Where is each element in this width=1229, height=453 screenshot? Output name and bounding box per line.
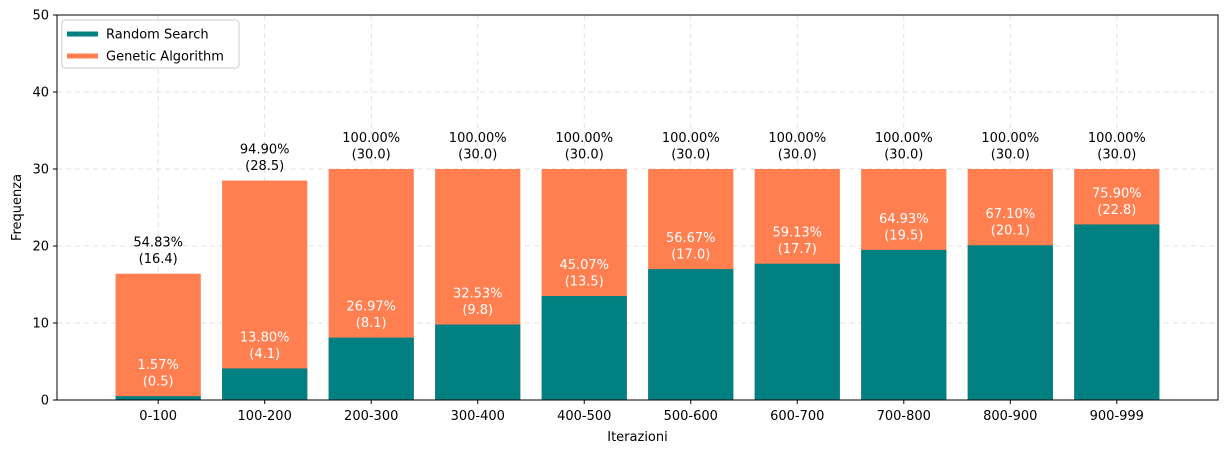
data-label-genetic-algorithm: 94.90% (28.5) xyxy=(240,143,290,175)
bar-random-search xyxy=(861,249,947,400)
data-label-random-search: 32.53% (9.8) xyxy=(453,286,503,318)
data-label-random-search: 59.13% (17.7) xyxy=(772,226,822,257)
x-axis-title: Iterazioni xyxy=(607,430,667,445)
y-tick-label: 10 xyxy=(32,317,49,332)
data-label-genetic-algorithm: 100.00% (30.0) xyxy=(449,131,507,163)
x-tick-label: 700-800 xyxy=(877,409,931,424)
data-label-genetic-algorithm: 100.00% (30.0) xyxy=(981,131,1039,163)
x-tick-label: 300-400 xyxy=(451,409,505,424)
data-label-random-search: 13.80% (4.1) xyxy=(240,330,290,362)
y-tick-label: 40 xyxy=(32,86,49,101)
data-label-genetic-algorithm: 100.00% (30.0) xyxy=(768,131,826,163)
data-label-random-search: 26.97% (8.1) xyxy=(346,300,396,332)
data-label-random-search: 67.10% (20.1) xyxy=(986,207,1036,239)
x-tick-label: 200-300 xyxy=(344,409,398,424)
bar-random-search xyxy=(541,296,627,400)
y-tick-label: 20 xyxy=(32,240,49,255)
bar-genetic-algorithm xyxy=(115,273,201,400)
legend-label: Random Search xyxy=(106,28,209,43)
y-tick-label: 50 xyxy=(32,9,49,24)
bar-random-search xyxy=(1074,224,1160,400)
bar-random-search xyxy=(967,245,1053,400)
x-tick-label: 600-700 xyxy=(770,409,824,424)
y-axis-title: Frequenza xyxy=(10,174,25,241)
data-label-genetic-algorithm: 100.00% (30.0) xyxy=(342,131,400,163)
legend-label: Genetic Algorithm xyxy=(106,50,224,65)
data-label-genetic-algorithm: 100.00% (30.0) xyxy=(662,131,720,163)
data-label-genetic-algorithm: 100.00% (30.0) xyxy=(1088,131,1146,163)
data-label-random-search: 75.90% (22.8) xyxy=(1092,186,1142,218)
data-label-random-search: 64.93% (19.5) xyxy=(879,212,929,244)
bar-random-search xyxy=(222,368,308,400)
x-tick-label: 900-999 xyxy=(1090,409,1144,424)
x-tick-label: 100-200 xyxy=(238,409,292,424)
y-tick-label: 30 xyxy=(32,163,49,178)
bar-genetic-algorithm xyxy=(222,180,308,400)
bar-random-search xyxy=(115,396,201,400)
data-label-genetic-algorithm: 100.00% (30.0) xyxy=(555,131,613,163)
y-tick-label: 0 xyxy=(41,394,49,409)
bar-random-search xyxy=(648,269,734,400)
data-label-genetic-algorithm: 100.00% (30.0) xyxy=(875,131,933,163)
bar-random-search xyxy=(435,324,521,400)
data-label-random-search: 1.57% (0.5) xyxy=(138,358,179,390)
data-label-genetic-algorithm: 54.83% (16.4) xyxy=(133,236,183,268)
plot-frame xyxy=(56,14,1219,401)
x-tick-label: 500-600 xyxy=(664,409,718,424)
x-tick-label: 0-100 xyxy=(139,409,177,424)
bar-random-search xyxy=(328,337,414,400)
bar-random-search xyxy=(754,263,840,400)
legend-box xyxy=(61,19,240,69)
x-tick-label: 400-500 xyxy=(557,409,611,424)
x-tick-label: 800-900 xyxy=(983,409,1037,424)
legend: Random Search Genetic Algorithm xyxy=(61,19,240,69)
data-label-random-search: 45.07% (13.5) xyxy=(559,258,609,290)
data-label-random-search: 56.67% (17.0) xyxy=(666,231,716,263)
